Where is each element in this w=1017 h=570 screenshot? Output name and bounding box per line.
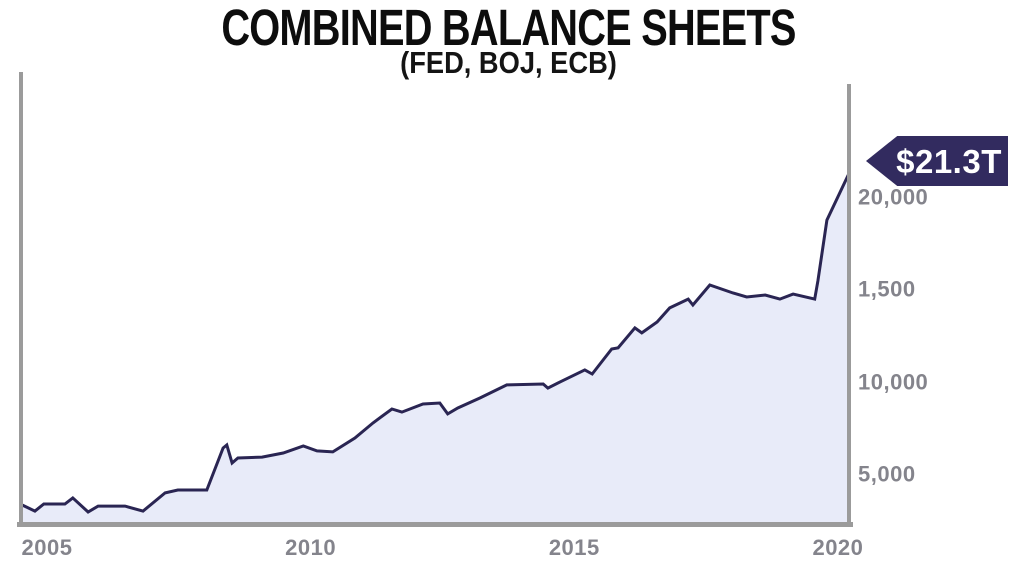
series-line <box>21 172 851 514</box>
chart-subtitle: (FED, BOJ, ECB) <box>400 45 617 80</box>
chart-title: COMBINED BALANCE SHEETS <box>221 0 796 56</box>
y-tick-label: 5,000 <box>858 461 916 487</box>
value-callout-badge: $21.3T <box>866 136 1008 186</box>
x-tick-label: 2005 <box>21 535 73 560</box>
x-tick-label: 2015 <box>548 535 600 560</box>
value-callout-label: $21.3T <box>896 142 1002 180</box>
y-tick-label: 20,000 <box>858 183 929 209</box>
bottom-axis <box>17 522 853 527</box>
left-axis <box>19 72 23 527</box>
x-tick-label: 2020 <box>812 535 864 560</box>
y-tick-label: 10,000 <box>858 368 929 394</box>
right-axis <box>847 84 851 527</box>
x-tick-label: 2010 <box>285 535 337 560</box>
plot-area-fill <box>22 173 849 523</box>
y-tick-label: 1,500 <box>858 276 916 302</box>
